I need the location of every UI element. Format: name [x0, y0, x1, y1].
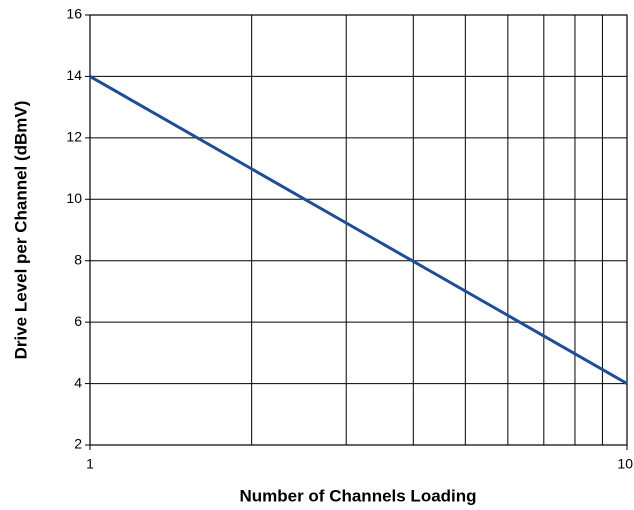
data-line — [89, 75, 628, 385]
x-tick-label: 1 — [86, 456, 94, 472]
y-tick-label: 4 — [74, 374, 82, 390]
y-tick-label: 6 — [74, 313, 82, 329]
y-axis-title: Drive Level per Channel (dBmV) — [11, 101, 30, 360]
y-tick-label: 2 — [74, 436, 82, 452]
y-tick-label: 10 — [66, 190, 82, 206]
plot-frame — [89, 14, 628, 446]
x-axis-title: Number of Channels Loading — [239, 486, 476, 505]
y-tick-label: 14 — [66, 67, 82, 83]
y-tick-label: 8 — [74, 251, 82, 267]
y-tick-label: 16 — [66, 6, 82, 22]
x-tick-label: 10 — [617, 456, 633, 472]
y-tick-label: 12 — [66, 129, 82, 145]
